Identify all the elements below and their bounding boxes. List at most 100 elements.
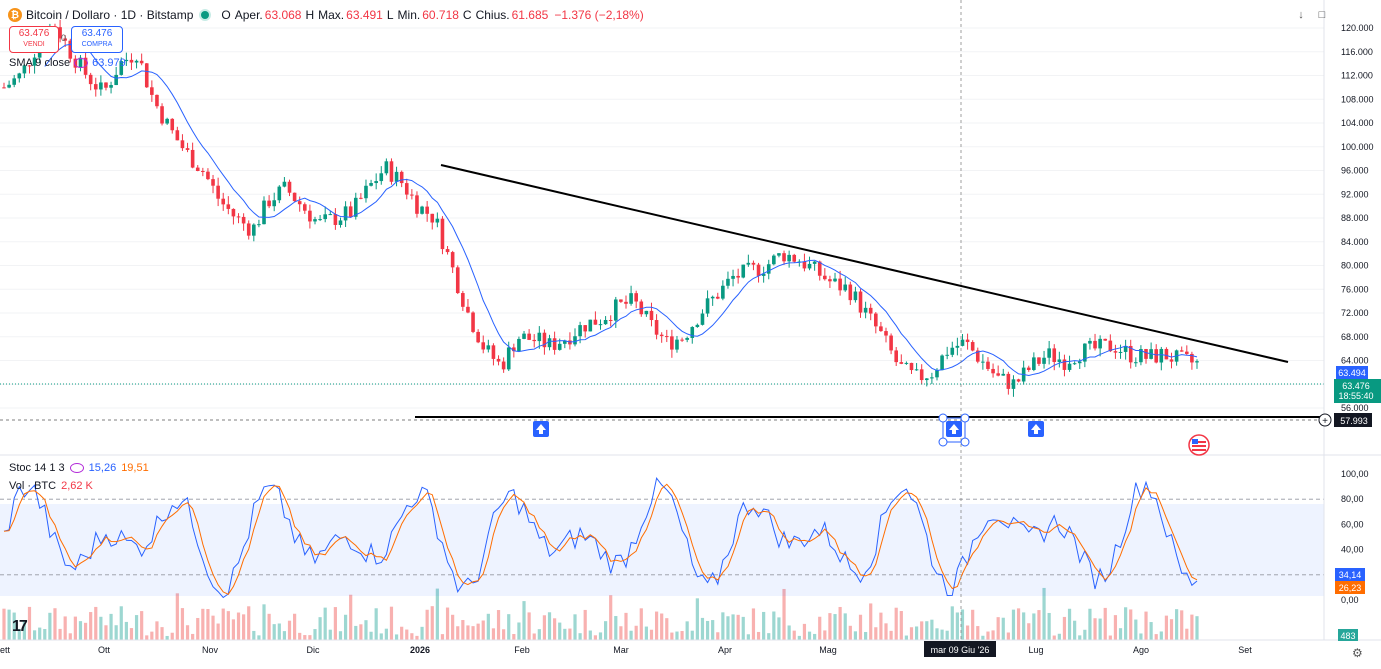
volume-bar (1047, 612, 1051, 640)
last-price-tag (1334, 379, 1381, 403)
candle-body (1077, 361, 1082, 364)
price-tick: 104.000 (1341, 118, 1374, 128)
volume-bar (705, 620, 710, 640)
volume-bar (124, 621, 128, 640)
visibility-icon[interactable] (74, 58, 89, 68)
volume-bar (109, 613, 113, 640)
candle-body (935, 370, 939, 378)
volume-bar (1185, 628, 1189, 640)
handle (960, 437, 970, 447)
price-tags: 63.494 63.476 18:55:40 57.993 + 34,14 26… (924, 366, 1381, 657)
download-icon[interactable]: ↓ (1298, 9, 1304, 21)
volume-bar (614, 616, 618, 640)
candle-body (211, 179, 215, 186)
low-text: Min. (397, 8, 421, 22)
volume-bar (711, 620, 715, 640)
candle-body (292, 192, 297, 202)
symbol-header[interactable]: ₿ Bitcoin / Dollaro · 1D · Bitstamp O Ap… (8, 6, 644, 24)
stoch-legend[interactable]: Stoc 14 1 3 15,26 19,51 (9, 462, 149, 474)
buy-button[interactable]: 63.476 COMPRA (71, 26, 123, 53)
volume-bar (1083, 629, 1087, 640)
candle-body (695, 324, 700, 328)
symbol-title[interactable]: Bitcoin / Dollaro · 1D · Bitstamp (26, 8, 194, 22)
sell-button[interactable]: 63.476 VENDI (9, 26, 59, 53)
candle-body (32, 57, 37, 66)
volume-bar (751, 608, 756, 640)
high-text: Max. (318, 8, 345, 22)
sell-label: VENDI (23, 41, 45, 48)
candle-body (1159, 348, 1164, 363)
volume-bar (904, 635, 908, 640)
candle-body (792, 254, 797, 262)
candle-body (843, 284, 848, 291)
gear-icon[interactable]: ⚙ (1352, 646, 1363, 660)
volume-bar (537, 629, 541, 640)
candle-body (399, 171, 404, 184)
candle-body (1108, 340, 1113, 352)
stoch-band (0, 504, 1324, 596)
volume-bar (1139, 633, 1143, 640)
volume-bar (129, 628, 134, 640)
candle-body (1062, 359, 1067, 370)
sell-price: 63.476 (18, 28, 50, 39)
sma-value: 63.979 (92, 57, 126, 69)
volume-bar (389, 606, 394, 640)
volume-bar (716, 632, 720, 640)
open-label: O (221, 8, 231, 22)
candle-body (537, 332, 542, 342)
tradingview-logo-icon[interactable]: 17 (12, 618, 28, 635)
candle-body (894, 350, 899, 363)
candle-body (721, 285, 725, 299)
candle-body (12, 78, 16, 85)
time-tick: Feb (514, 645, 530, 655)
candle-body (751, 262, 756, 265)
candle-body (777, 253, 781, 256)
candle-body (731, 275, 735, 279)
candle-body (450, 252, 455, 268)
volume-tag (1338, 629, 1358, 641)
volume-bar (889, 630, 893, 640)
volume-value: 2,62 K (61, 480, 93, 492)
volume-bar (435, 588, 439, 640)
candle-body (598, 324, 603, 326)
candle-body (761, 273, 766, 276)
candle-body (1128, 345, 1133, 363)
volume-bar (476, 623, 480, 640)
candle-body (848, 284, 853, 301)
candle-body (241, 216, 246, 224)
candle-body (1042, 357, 1046, 364)
stoch-tick: 60,00 (1341, 519, 1364, 529)
volume-bar (1124, 607, 1128, 640)
candle-body (1083, 343, 1087, 362)
signal-markers (533, 421, 1044, 437)
candle-body (1052, 348, 1057, 362)
candle-body (945, 354, 949, 356)
sma-legend[interactable]: SMA 9 close 63.979 (9, 57, 126, 69)
volume-bar (955, 612, 959, 640)
maximize-icon[interactable]: □ (1318, 9, 1326, 21)
volume-bar (405, 629, 409, 640)
volume-bar (558, 622, 562, 640)
candle-body (481, 342, 486, 350)
candle-body (236, 216, 241, 218)
candle-body (455, 267, 460, 294)
candle-body (685, 337, 689, 340)
arrow-up-marker-icon (1028, 421, 1044, 437)
candle-body (573, 336, 577, 345)
volume-bar (43, 629, 47, 640)
candle-body (675, 339, 679, 350)
candle-body (364, 185, 368, 199)
candle-body (563, 340, 567, 344)
candle-body (333, 214, 338, 225)
candle-body (430, 213, 435, 223)
volume-bar (848, 625, 852, 640)
candle-body (420, 206, 424, 214)
candle-body (1098, 338, 1102, 349)
candle-body (1067, 363, 1072, 370)
add-alert-icon[interactable] (1318, 413, 1332, 427)
volume-bar (721, 612, 725, 640)
volume-legend[interactable]: Vol · BTC 2,62 K (9, 480, 93, 492)
candle-body (379, 173, 384, 182)
visibility-icon[interactable] (69, 463, 84, 473)
